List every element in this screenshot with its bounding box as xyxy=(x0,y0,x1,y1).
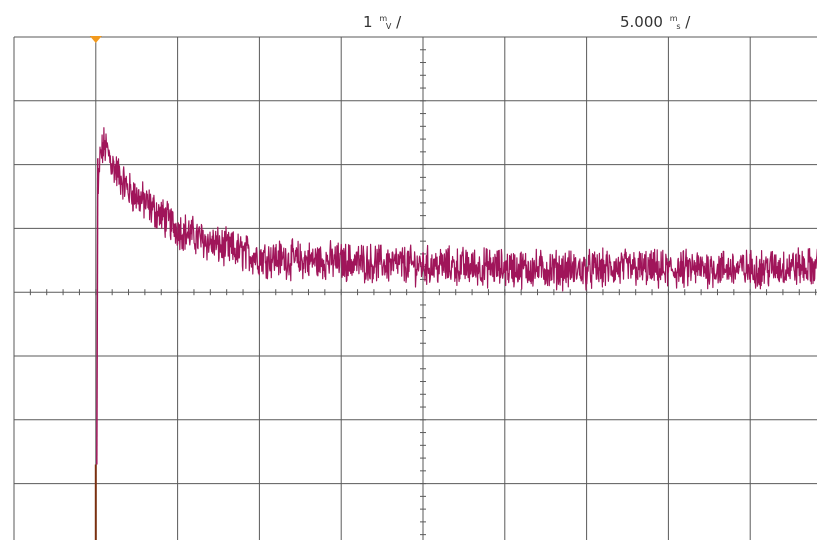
volts-per-div-suffix: / xyxy=(396,13,402,31)
trigger-marker-icon[interactable] xyxy=(89,36,102,43)
volts-per-div-prefix: m xyxy=(379,14,387,23)
waveform-layer xyxy=(94,127,817,540)
volts-per-div-label: 1 m V / xyxy=(363,7,402,33)
trigger-edge xyxy=(96,158,99,465)
volts-per-div-value: 1 xyxy=(363,13,373,31)
trigger-marker-layer xyxy=(89,36,102,43)
time-per-div-prefix: m xyxy=(670,14,678,23)
waveform-trace xyxy=(97,127,817,292)
time-per-div-unit: s xyxy=(676,22,680,31)
volts-per-div-unit: V xyxy=(386,22,392,31)
time-per-div-value: 5.000 xyxy=(620,13,663,31)
time-per-div-label: 5.000 m s / xyxy=(620,7,691,33)
time-per-div-suffix: / xyxy=(685,13,691,31)
